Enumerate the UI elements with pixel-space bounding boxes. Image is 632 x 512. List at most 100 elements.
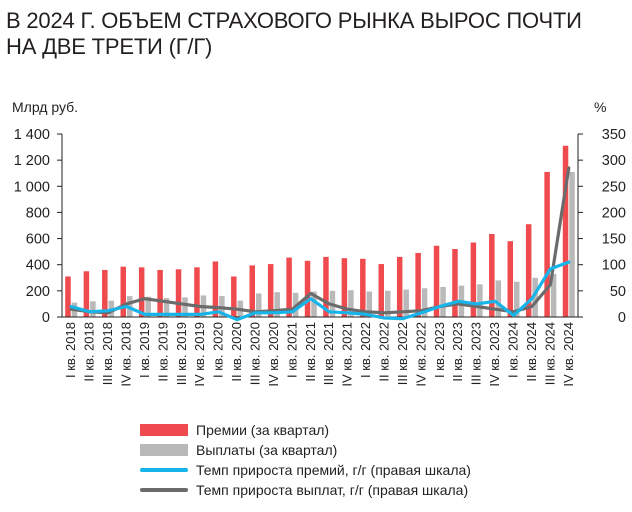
bar-payouts (90, 301, 96, 317)
bar-premiums (138, 267, 145, 317)
x-axis-category-label: III кв. 2024 (542, 322, 557, 385)
legend-swatch-payouts (140, 444, 188, 456)
bar-premiums (157, 269, 163, 317)
right-axis-tick-label: 50 (610, 284, 626, 300)
bar-payouts (182, 297, 188, 317)
bar-premiums (323, 256, 329, 317)
bar-payouts (256, 293, 262, 317)
chart-legend: Премии (за квартал) Выплаты (за квартал)… (140, 420, 471, 500)
right-axis-tick-label: 300 (602, 153, 626, 169)
right-axis-tick-label: 200 (602, 205, 626, 221)
line-premium-growth (69, 260, 571, 322)
legend-label-premium-growth: Темп прироста премий, г/г (правая шкала) (196, 462, 471, 478)
bar-premiums (396, 256, 403, 317)
x-axis-category-label: I кв. 2021 (284, 322, 299, 378)
bar-premiums (360, 258, 366, 317)
left-axis-unit: Млрд руб. (12, 99, 79, 115)
bar-payouts (495, 280, 502, 317)
right-axis-tick-label: 150 (602, 232, 626, 248)
left-axis-tick-label: 1 000 (14, 179, 50, 195)
x-axis-category-label: IV кв. 2024 (561, 322, 576, 387)
bar-payouts (348, 290, 354, 317)
bar-payouts (569, 171, 575, 317)
bar-premiums (267, 264, 274, 317)
x-axis-category-label: I кв. 2019 (137, 322, 152, 378)
bar-premiums (102, 269, 108, 317)
right-axis-tick-label: 250 (602, 179, 626, 195)
x-axis-category-label: I кв. 2018 (63, 322, 78, 378)
x-axis-category-label: IV кв. 2023 (487, 322, 502, 387)
left-axis-tick-label: 1 200 (14, 153, 50, 169)
x-axis-category-label: II кв. 2024 (524, 322, 539, 382)
bar-payouts (145, 296, 151, 317)
bar-premiums (231, 276, 237, 317)
legend-item-payout-growth: Темп прироста выплат, г/г (правая шкала) (140, 480, 471, 500)
bar-payouts (421, 288, 428, 317)
bar-premiums (562, 145, 569, 317)
x-axis-category-label: III кв. 2022 (395, 322, 410, 385)
legend-label-payout-growth: Темп прироста выплат, г/г (правая шкала) (196, 482, 469, 498)
bar-payouts (311, 291, 317, 317)
right-axis-tick-label: 100 (602, 258, 626, 274)
bar-premiums (304, 260, 311, 317)
x-axis-category-label: II кв. 2021 (303, 322, 318, 382)
legend-swatch-premium-growth (140, 468, 188, 472)
chart-title: В 2024 Г. ОБЪЕМ СТРАХОВОГО РЫНКА ВЫРОС П… (6, 8, 582, 59)
x-axis-category-label: II кв. 2020 (229, 322, 244, 382)
bar-payouts (163, 298, 170, 317)
bar-payouts (514, 281, 520, 317)
right-axis-unit: % (594, 99, 607, 115)
legend-label-premiums: Премии (за квартал) (196, 422, 330, 438)
x-axis-category-label: II кв. 2023 (450, 322, 465, 382)
legend-item-payouts: Выплаты (за квартал) (140, 440, 471, 460)
bar-premiums (286, 257, 292, 317)
bar-premiums (433, 245, 440, 317)
x-axis-category-label: IV кв. 2020 (266, 322, 281, 387)
bar-premiums (120, 266, 126, 317)
bar-payouts (440, 286, 446, 317)
bar-premiums (194, 267, 200, 317)
x-axis-category-label: II кв. 2022 (377, 322, 392, 382)
left-axis-tick-label: 600 (26, 232, 50, 248)
x-axis-category-label: III кв. 2020 (248, 322, 263, 385)
x-axis-category-label: IV кв. 2019 (192, 322, 207, 387)
bar-premiums (212, 261, 219, 317)
bar-premiums (525, 224, 532, 317)
x-axis-category-label: I кв. 2024 (506, 322, 521, 378)
bar-premiums (341, 258, 348, 317)
bar-premiums (489, 233, 495, 317)
bar-premiums (83, 271, 90, 317)
bar-premiums (452, 249, 458, 317)
legend-swatch-payout-growth (140, 488, 188, 492)
x-axis-category-label: I кв. 2023 (432, 322, 447, 378)
bar-premiums (175, 269, 182, 317)
x-axis-category-label: I кв. 2022 (358, 322, 373, 378)
bar-payouts (403, 289, 409, 317)
bar-payouts (385, 290, 391, 317)
x-axis-category-label: III кв. 2018 (100, 322, 115, 385)
legend-label-payouts: Выплаты (за квартал) (196, 442, 338, 458)
x-axis-category-label: III кв. 2021 (321, 322, 336, 385)
x-axis-category-label: IV кв. 2022 (413, 322, 428, 387)
bar-premiums (544, 171, 550, 317)
x-axis-category-label: II кв. 2019 (155, 322, 170, 382)
right-axis-tick-label: 0 (618, 310, 626, 326)
bar-payouts (477, 284, 483, 317)
left-axis-tick-label: 1 400 (14, 127, 50, 143)
bar-payouts (274, 292, 280, 317)
bar-premiums (65, 276, 71, 317)
bar-payouts (366, 291, 373, 317)
bar-premiums (249, 265, 255, 317)
legend-swatch-premiums (140, 424, 188, 436)
bar-premiums (507, 241, 513, 317)
left-axis-tick-label: 800 (26, 205, 50, 221)
bar-payouts (532, 277, 538, 317)
bar-premiums (470, 242, 477, 317)
legend-item-premium-growth: Темп прироста премий, г/г (правая шкала) (140, 460, 471, 480)
legend-item-premiums: Премии (за квартал) (140, 420, 471, 440)
bar-premiums (415, 252, 421, 317)
bar-payouts (550, 273, 557, 317)
x-axis-category-label: III кв. 2019 (174, 322, 189, 385)
x-axis-category-label: I кв. 2020 (211, 322, 226, 378)
